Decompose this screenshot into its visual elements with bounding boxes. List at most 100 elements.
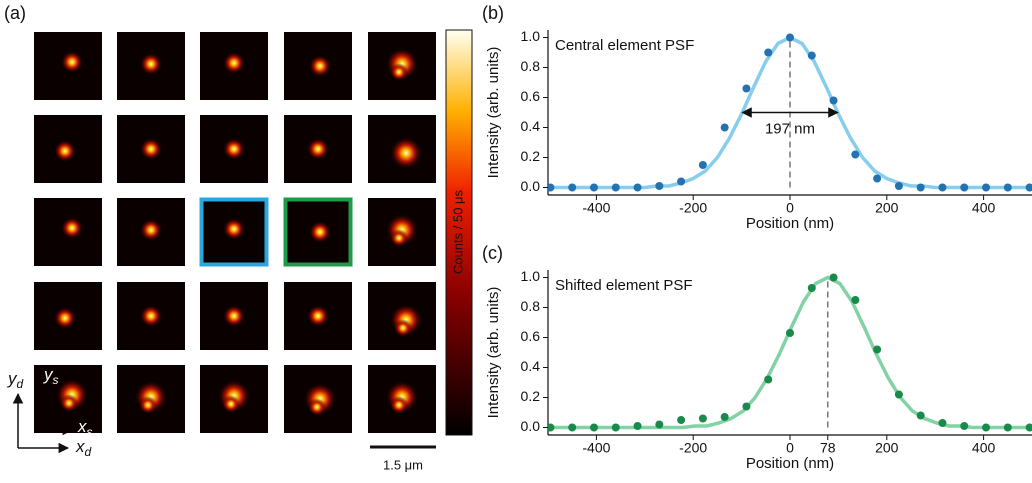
psf-spot (140, 53, 162, 75)
x-tick-label: 200 (875, 440, 899, 456)
data-point (1026, 424, 1032, 432)
y-tick-label: 1.0 (521, 28, 541, 44)
y-tick-label: 0.4 (521, 118, 541, 134)
data-point (917, 412, 925, 420)
x-tick-label: -200 (679, 200, 707, 216)
symbol: x (77, 417, 87, 436)
psf-spot (54, 307, 76, 329)
data-point (634, 184, 642, 192)
psf-spot (394, 319, 412, 337)
x-tick-label: 78 (820, 440, 836, 456)
data-point (721, 413, 729, 421)
fwhm-label: 197 nm (765, 120, 815, 137)
y-tick-label: 0.0 (521, 418, 541, 434)
x-tick-label: 200 (875, 200, 899, 216)
data-point (590, 184, 598, 192)
psf-spot (309, 221, 331, 243)
x-tick-label: 400 (972, 200, 996, 216)
data-point (938, 184, 946, 192)
data-point (982, 184, 990, 192)
y-axis-label: Intensity (arb. units) (485, 47, 502, 179)
data-point (655, 182, 663, 190)
psf-spot (390, 63, 408, 81)
axis-symbol: xd (75, 437, 92, 459)
data-point (786, 34, 794, 42)
annotation: Central element PSF (555, 37, 694, 54)
data-point (699, 161, 707, 169)
x-tick-label: -400 (582, 200, 610, 216)
data-point (895, 182, 903, 190)
fit-curve (550, 278, 1032, 428)
data-point (721, 124, 729, 132)
x-tick-label: 400 (972, 440, 996, 456)
y-axis-label: Intensity (arb. units) (485, 287, 502, 419)
psf-spot (308, 398, 326, 416)
y-tick-label: 0.8 (521, 58, 541, 74)
psf-spot (140, 138, 162, 160)
psf-spot (140, 219, 162, 241)
x-tick-label: 0 (786, 440, 794, 456)
x-tick-label: -400 (582, 440, 610, 456)
x-axis-label: Position (nm) (746, 215, 834, 232)
data-point (960, 422, 968, 430)
psf-spot (54, 140, 76, 162)
psf-spot (61, 217, 83, 239)
data-point (764, 49, 772, 57)
data-point (830, 97, 838, 105)
data-point (1004, 184, 1012, 192)
data-point (938, 419, 946, 427)
data-point (612, 424, 620, 432)
data-point (960, 184, 968, 192)
colorbar-label: Counts / 50 μs (450, 189, 465, 274)
y-tick-label: 0.2 (521, 388, 541, 404)
data-point (568, 424, 576, 432)
data-point (568, 184, 576, 192)
data-point (1026, 184, 1032, 192)
y-tick-label: 0.6 (521, 88, 541, 104)
data-point (830, 274, 838, 282)
x-axis-label: Position (nm) (746, 455, 834, 472)
psf-spot (61, 51, 83, 73)
data-point (699, 415, 707, 423)
psf-spot (223, 305, 245, 327)
psf-spot (307, 138, 329, 160)
psf-spot (307, 305, 329, 327)
symbol: x (75, 437, 85, 456)
data-point (655, 421, 663, 429)
data-point (873, 175, 881, 183)
data-point (982, 424, 990, 432)
data-point (742, 85, 750, 93)
y-tick-label: 0.6 (521, 328, 541, 344)
subscript: d (17, 377, 24, 391)
data-point (742, 403, 750, 411)
psf-spot (223, 138, 245, 160)
data-point (590, 424, 598, 432)
psf-spot (309, 55, 331, 77)
data-point (808, 52, 816, 60)
data-point (873, 346, 881, 354)
panel-label: (b) (482, 3, 504, 23)
data-point (808, 284, 816, 292)
psf-spot (140, 305, 162, 327)
panel-label: (c) (482, 243, 503, 263)
psf-spot (139, 396, 157, 414)
data-point (917, 184, 925, 192)
scale-bar-label: 1.5 μm (383, 457, 423, 472)
y-tick-label: 0.4 (521, 358, 541, 374)
y-tick-label: 1.0 (521, 268, 541, 284)
psf-spot (390, 229, 408, 247)
x-tick-label: 0 (786, 200, 794, 216)
psf-spot (223, 52, 245, 74)
x-tick-label: -200 (679, 440, 707, 456)
psf-spot (390, 137, 422, 169)
data-point (1004, 424, 1012, 432)
subscript: d (85, 445, 92, 459)
annotation: Shifted element PSF (555, 277, 693, 294)
y-tick-label: 0.8 (521, 298, 541, 314)
psf-spot (60, 394, 78, 412)
data-point (764, 376, 772, 384)
psf-spot (390, 396, 408, 414)
data-point (677, 416, 685, 424)
data-point (895, 391, 903, 399)
data-point (851, 151, 859, 159)
